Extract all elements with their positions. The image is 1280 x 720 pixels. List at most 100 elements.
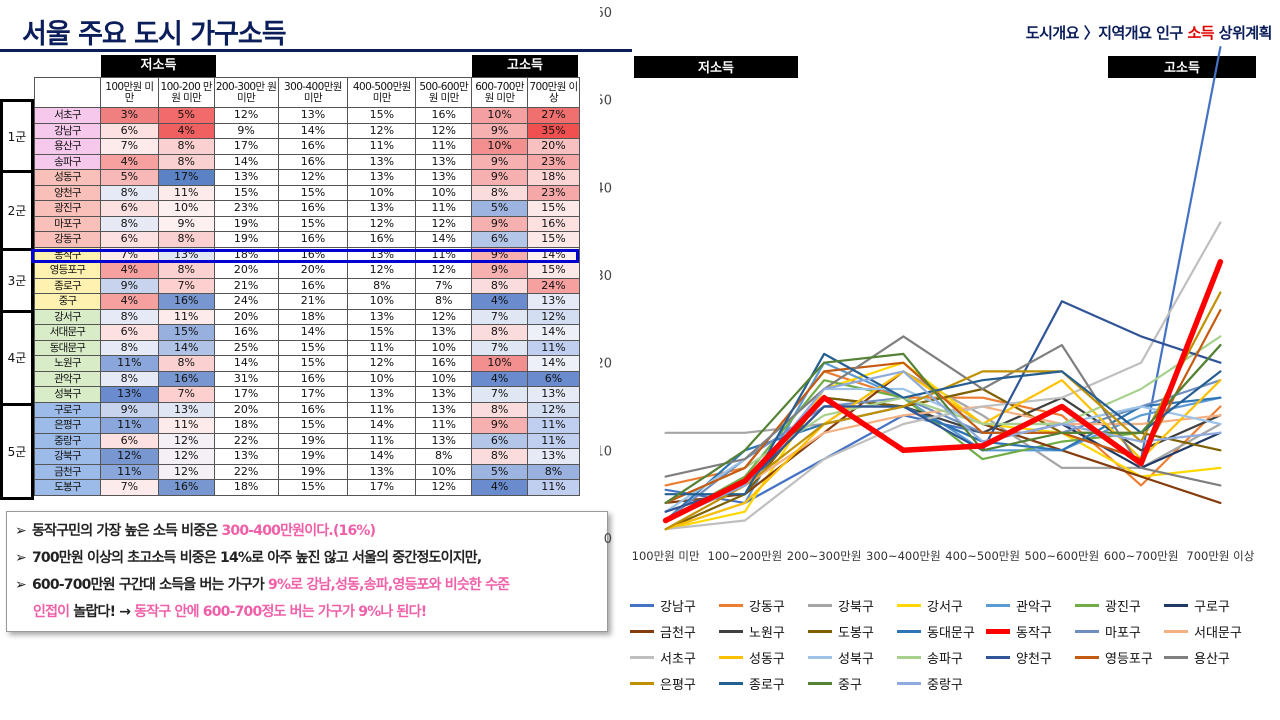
legend-swatch — [719, 656, 743, 659]
bullet-arrow-icon: ➢ — [15, 523, 27, 539]
table-row: 강동구 6% 8% 19% 16% 16% 14% 6% 15% — [34, 231, 580, 248]
table-cell: 24% — [527, 277, 580, 294]
district-name: 강동구 — [34, 231, 101, 248]
table-cell: 11% — [415, 417, 473, 434]
table-row: 광진구 6% 10% 23% 16% 13% 11% 5% 15% — [34, 200, 580, 217]
table-cell: 5% — [471, 200, 529, 217]
table-cell: 12% — [415, 479, 473, 496]
table-cell: 9% — [471, 417, 529, 434]
table-cell: 20% — [213, 401, 279, 418]
group-label: 2군 — [0, 170, 34, 248]
table-cell: 3% — [99, 107, 159, 124]
legend-item: 은평구 — [630, 674, 696, 693]
column-header: 100-200 만원 미만 — [157, 77, 215, 108]
y-tick-label: 50 — [600, 94, 612, 109]
legend-swatch — [808, 604, 832, 607]
bullet-arrow-icon: ➢ — [15, 550, 27, 566]
table-cell: 11% — [157, 417, 215, 434]
table-cell: 10% — [471, 355, 529, 372]
x-tick-label: 100만원 미만 — [632, 549, 700, 563]
table-cell: 11% — [157, 308, 215, 325]
legend-swatch — [897, 682, 921, 685]
notes-box: ➢ 동작구민의 가장 높은 소득 비중은 300-400만원이다.(16%) ➢ 70… — [6, 511, 608, 632]
group-label: 5군 — [0, 402, 34, 500]
note-text: 동작구민의 가장 높은 소득 비중은 — [31, 523, 222, 539]
table-cell: 8% — [157, 262, 215, 279]
table-row: 강남구 6% 4% 9% 14% 12% 12% 9% 35% — [34, 122, 580, 139]
series-line-district — [664, 45, 1222, 504]
table-cell: 13% — [347, 153, 417, 170]
table-cell: 16% — [157, 370, 215, 387]
note-line: ➢ 동작구민의 가장 높은 소득 비중은 300-400만원이다.(16%) — [15, 518, 599, 545]
table-cell: 13% — [277, 107, 349, 124]
table-cell: 16% — [157, 479, 215, 496]
legend-swatch — [719, 682, 743, 685]
table-row: 강서구 8% 11% 20% 18% 13% 12% 7% 12% — [34, 308, 580, 325]
table-cell: 8% — [471, 448, 529, 465]
table-row: 강북구 12% 12% 13% 19% 14% 8% 8% 13% — [34, 448, 580, 465]
table-cell: 4% — [471, 479, 529, 496]
table-cell: 15% — [277, 355, 349, 372]
district-name: 서대문구 — [34, 324, 101, 341]
table-cell: 13% — [157, 401, 215, 418]
table-cell: 6% — [471, 231, 529, 248]
column-header: 200-300만 원 미만 — [213, 77, 279, 108]
table-cell: 8% — [157, 153, 215, 170]
table-row: 마포구 8% 9% 19% 15% 12% 12% 9% 16% — [34, 215, 580, 232]
table-cell: 13% — [415, 386, 473, 403]
table-cell: 10% — [347, 184, 417, 201]
x-tick-label: 100~200만원 — [708, 549, 783, 563]
legend-item: 강서구 — [897, 596, 963, 615]
legend-item: 중랑구 — [897, 674, 963, 693]
note-text: 동작구 안에 600-700정도 버는 가구가 9%나 된다! — [134, 604, 427, 620]
table-cell: 14% — [347, 448, 417, 465]
table-cell: 13% — [347, 169, 417, 186]
table-cell: 10% — [471, 138, 529, 155]
table-cell: 16% — [277, 370, 349, 387]
legend-label: 광진구 — [1105, 600, 1141, 615]
table-cell: 16% — [347, 231, 417, 248]
bullet-arrow-icon: ➢ — [15, 577, 27, 593]
legend-swatch — [630, 656, 654, 659]
table-cell: 15% — [277, 215, 349, 232]
table-cell: 12% — [157, 448, 215, 465]
table-cell: 16% — [277, 401, 349, 418]
legend-label: 금천구 — [660, 626, 696, 641]
table-cell: 24% — [213, 293, 279, 310]
legend-item: 동대문구 — [897, 622, 975, 641]
table-cell: 8% — [471, 401, 529, 418]
table-cell: 35% — [527, 122, 580, 139]
table-cell: 16% — [415, 355, 473, 372]
legend-item: 마포구 — [1075, 622, 1141, 641]
chart-svg: 0 10 20 30 40 50 60 저소득 고소득 100만원 미만 100~200만원 200~… — [600, 6, 1256, 563]
table-cell: 23% — [213, 200, 279, 217]
legend-label: 강동구 — [749, 600, 785, 615]
table-cell: 5% — [99, 169, 159, 186]
table-cell: 6% — [99, 122, 159, 139]
table-cell: 6% — [527, 370, 580, 387]
table-cell: 16% — [277, 138, 349, 155]
table-cell: 6% — [99, 200, 159, 217]
table-cell: 13% — [213, 448, 279, 465]
table-cell: 12% — [347, 262, 417, 279]
table-cell: 6% — [99, 231, 159, 248]
legend-swatch — [897, 630, 921, 633]
table-cell: 11% — [157, 184, 215, 201]
table-cell: 8% — [415, 293, 473, 310]
legend-item: 성북구 — [808, 648, 874, 667]
legend-swatch — [808, 656, 832, 659]
table-cell: 5% — [157, 107, 215, 124]
legend-item: 서초구 — [630, 648, 696, 667]
legend-item: 관악구 — [986, 596, 1052, 615]
legend-item: 도봉구 — [808, 622, 874, 641]
legend-label: 강남구 — [660, 600, 696, 615]
table-row: 동대문구 8% 14% 25% 15% 11% 10% 7% 11% — [34, 339, 580, 356]
table-cell: 16% — [157, 293, 215, 310]
table-cell: 11% — [99, 463, 159, 480]
legend-item: 영등포구 — [1075, 648, 1153, 667]
table-cell: 7% — [157, 386, 215, 403]
legend-label: 노원구 — [749, 626, 785, 641]
legend-label: 강북구 — [838, 600, 874, 615]
legend-swatch — [808, 630, 832, 633]
table-cell: 11% — [99, 355, 159, 372]
